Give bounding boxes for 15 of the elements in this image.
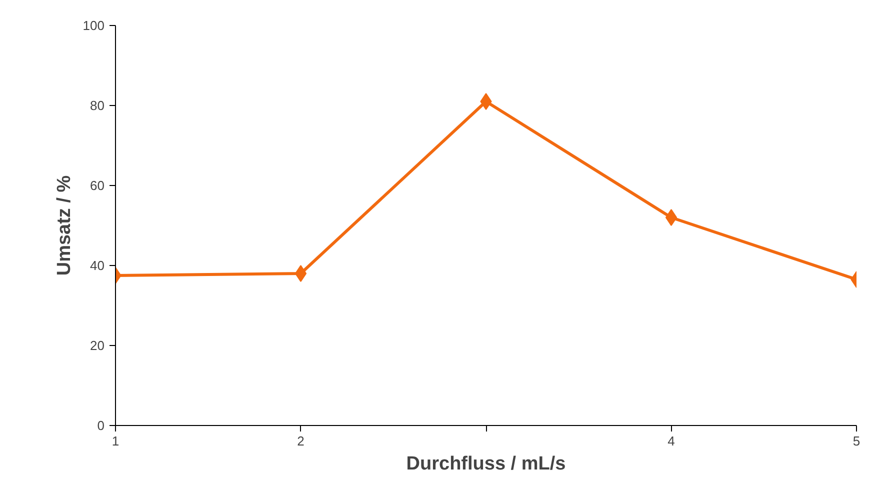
point [294,265,307,282]
x-tick-label: 2 [297,434,304,448]
y-axis-title: Umsatz / % [54,175,75,276]
point [480,93,492,110]
y-tick-label: 80 [90,98,105,113]
x-axis-title: Durchfluss / mL/s [406,454,566,474]
y-tick-label: 40 [90,258,105,273]
y-tick-label: 20 [90,338,105,353]
x-tick-label: 1 [112,434,120,448]
point [665,209,678,226]
y-tick-label: 0 [97,418,105,433]
x-tick-label: 5 [852,434,860,448]
y-tick-label: 60 [90,178,105,193]
y-tick-label: 100 [82,18,105,33]
x-tick-label: 4 [668,434,675,448]
